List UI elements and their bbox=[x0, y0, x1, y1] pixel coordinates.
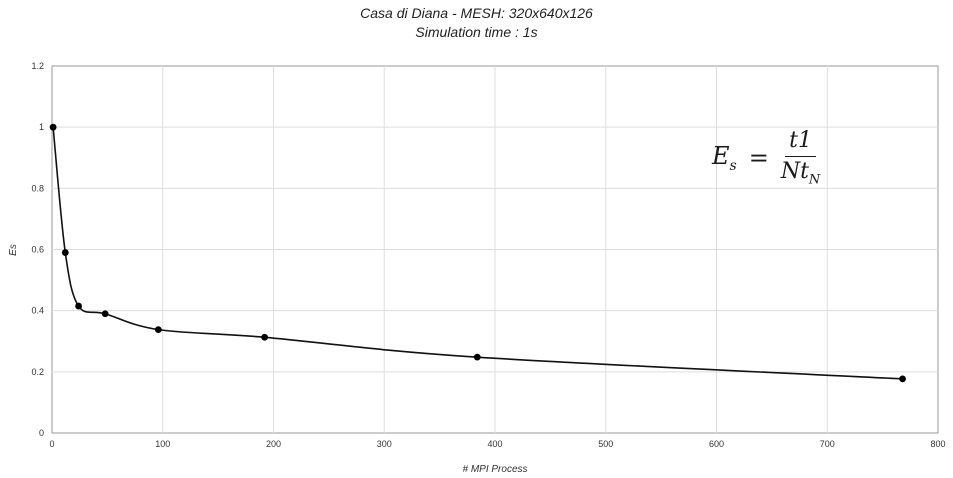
y-axis-title: Es bbox=[8, 244, 19, 256]
y-tick-label: 1.2 bbox=[31, 61, 44, 71]
y-tick-label: 0 bbox=[39, 428, 44, 438]
formula-fraction: t1 NtN bbox=[781, 128, 820, 187]
efficiency-formula: Es = t1 NtN bbox=[712, 128, 820, 187]
data-point bbox=[49, 123, 57, 131]
data-points bbox=[49, 123, 906, 383]
data-point bbox=[101, 310, 109, 318]
formula-den-sub: N bbox=[808, 172, 821, 188]
y-tick-label: 0.8 bbox=[31, 183, 44, 193]
x-tick-label: 0 bbox=[49, 439, 54, 449]
x-tick-labels: 0 100 200 300 400 500 600 700 800 bbox=[49, 439, 945, 449]
chart-title: Casa di Diana - MESH: 320x640x126 bbox=[360, 5, 593, 21]
chart-title-block: Casa di Diana - MESH: 320x640x126 Simula… bbox=[0, 4, 953, 42]
data-point bbox=[899, 375, 906, 383]
formula-equals: = bbox=[748, 143, 769, 172]
y-tick-label: 0.6 bbox=[31, 245, 44, 255]
formula-numerator: t1 bbox=[785, 128, 816, 157]
y-tick-label: 0.4 bbox=[31, 306, 44, 316]
x-axis-title: # MPI Process bbox=[462, 464, 527, 475]
data-point bbox=[261, 333, 269, 341]
data-point bbox=[75, 302, 82, 310]
x-tick-label: 300 bbox=[377, 439, 392, 449]
data-point bbox=[61, 249, 69, 256]
x-tick-label: 700 bbox=[820, 439, 835, 449]
formula-lhs-sub: s bbox=[729, 157, 737, 174]
x-tick-label: 400 bbox=[487, 439, 502, 449]
x-tick-label: 600 bbox=[709, 439, 724, 449]
formula-lhs: Es bbox=[712, 142, 737, 174]
grid-lines bbox=[52, 66, 938, 433]
x-tick-label: 500 bbox=[598, 439, 613, 449]
x-tick-label: 200 bbox=[266, 439, 281, 449]
data-point bbox=[473, 353, 481, 361]
x-tick-label: 800 bbox=[930, 439, 945, 449]
x-tick-label: 100 bbox=[155, 439, 170, 449]
y-tick-label: 0.2 bbox=[31, 367, 44, 377]
formula-denominator: NtN bbox=[781, 157, 820, 187]
series-line bbox=[52, 127, 903, 380]
y-tick-label: 1 bbox=[39, 122, 44, 132]
data-point bbox=[154, 326, 162, 334]
formula-lhs-base: E bbox=[712, 141, 730, 170]
formula-den-base: Nt bbox=[780, 159, 809, 184]
y-tick-labels: 0 0.2 0.4 0.6 0.8 1 1.2 bbox=[31, 61, 44, 438]
chart-subtitle: Simulation time : 1s bbox=[415, 24, 538, 40]
